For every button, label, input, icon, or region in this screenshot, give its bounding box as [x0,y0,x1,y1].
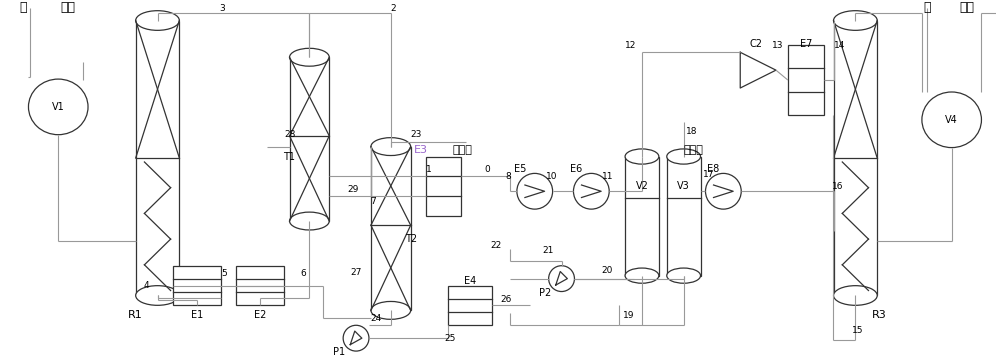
Text: T2: T2 [405,234,417,244]
Text: 26: 26 [500,295,512,304]
Text: V4: V4 [945,115,958,125]
Ellipse shape [625,149,659,164]
Text: 22: 22 [490,241,502,250]
Text: 15: 15 [852,326,863,335]
Text: E6: E6 [570,164,583,175]
Text: 12: 12 [625,41,637,50]
Ellipse shape [922,92,981,148]
Text: 29: 29 [347,185,359,194]
Ellipse shape [136,286,179,305]
Bar [667,156,701,276]
Text: 13: 13 [772,41,784,50]
Text: 产品气: 产品气 [684,144,704,155]
Text: E3: E3 [414,144,428,155]
Text: 蒸汽: 蒸汽 [61,1,76,14]
Bar [136,21,179,295]
Circle shape [549,266,574,291]
Text: 1: 1 [426,165,431,174]
Ellipse shape [834,11,877,30]
Text: 4: 4 [144,281,149,290]
Text: 水: 水 [923,1,931,14]
Text: 24: 24 [370,314,382,323]
Text: E1: E1 [191,310,203,321]
Text: E5: E5 [514,164,526,175]
Ellipse shape [136,11,179,30]
Text: V1: V1 [52,102,65,112]
Text: 27: 27 [350,268,362,277]
Text: 8: 8 [505,172,511,181]
Text: 14: 14 [834,41,845,50]
Circle shape [343,325,369,351]
Text: 25: 25 [445,334,456,343]
Text: E8: E8 [707,164,720,175]
Text: 23: 23 [410,130,421,139]
Ellipse shape [834,286,877,305]
Bar [448,286,492,325]
Circle shape [517,174,553,209]
Text: 21: 21 [542,246,553,255]
Text: 水: 水 [20,1,27,14]
Ellipse shape [290,212,329,230]
Text: P1: P1 [333,347,345,357]
Ellipse shape [290,48,329,66]
Ellipse shape [667,268,701,283]
Text: T1: T1 [283,151,295,162]
Ellipse shape [371,138,411,155]
Text: 28: 28 [285,130,296,139]
Bar [236,266,284,305]
Ellipse shape [667,149,701,164]
Ellipse shape [625,268,659,283]
Text: 原料气: 原料气 [452,144,472,155]
Circle shape [705,174,741,209]
Ellipse shape [28,79,88,135]
Text: 19: 19 [623,311,635,320]
Text: 0: 0 [484,165,490,174]
Text: C2: C2 [750,39,763,49]
Bar [290,57,329,221]
Text: E4: E4 [464,276,476,286]
Text: V3: V3 [677,181,690,191]
Text: 18: 18 [686,127,697,136]
Text: R1: R1 [128,310,143,321]
Text: E2: E2 [254,310,266,321]
Text: 蒸汽: 蒸汽 [959,1,974,14]
Circle shape [573,174,609,209]
Text: 10: 10 [546,172,557,181]
Bar [173,266,221,305]
Bar [834,21,877,295]
Ellipse shape [371,301,411,319]
Text: 20: 20 [602,266,613,275]
Text: 6: 6 [301,269,306,278]
Text: 11: 11 [601,172,613,181]
Bar [788,45,824,115]
Text: 17: 17 [703,170,714,179]
Text: V2: V2 [636,181,648,191]
Text: 7: 7 [370,197,376,206]
Text: 2: 2 [390,4,396,13]
Text: 3: 3 [219,4,225,13]
Text: R3: R3 [872,310,887,321]
Text: 16: 16 [832,182,843,191]
Text: E7: E7 [800,39,812,49]
Bar [371,147,411,310]
Text: P2: P2 [539,287,551,298]
Text: 5: 5 [221,269,227,278]
Bar [625,156,659,276]
Bar [426,156,461,216]
